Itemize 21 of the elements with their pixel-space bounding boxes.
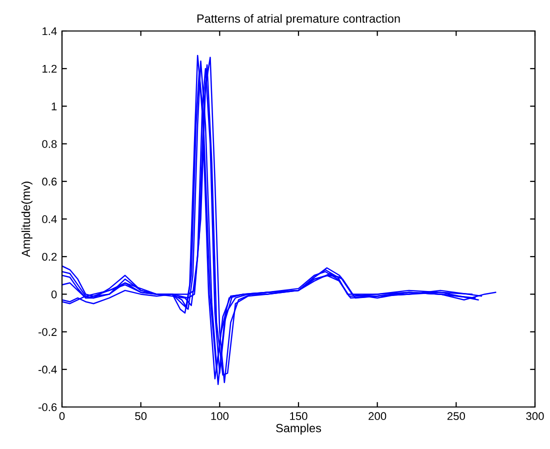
y-tick-label: 0 [51,290,57,298]
x-axis-title: Samples [276,424,322,435]
x-tick-label: 300 [526,412,544,420]
y-tick-label: 1.2 [42,64,57,73]
y-tick-label: 1 [52,102,57,110]
y-tick-label: -0.6 [38,403,57,412]
chart-title: Patterns of atrial premature contraction [197,14,400,26]
y-tick-label: -0.4 [38,366,57,374]
x-tick-label: 0 [59,412,65,420]
y-tick-label: 0.2 [42,252,57,261]
x-tick-label: 200 [368,412,386,420]
x-tick-label: 150 [290,412,308,420]
y-tick-label: 1.4 [42,27,57,36]
x-tick-label: 50 [135,412,147,420]
y-tick-label: -0.2 [38,328,57,336]
y-tick-label: 0.8 [42,140,57,148]
x-tick-label: 250 [447,412,465,420]
y-tick-label: 0.6 [42,178,57,186]
y-tick-label: 0.4 [42,215,57,224]
x-tick-label: 100 [211,412,228,420]
y-axis-title: Amplitude(mv) [21,182,32,258]
